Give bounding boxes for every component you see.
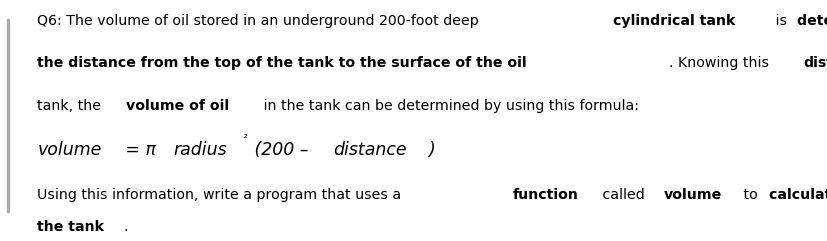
Text: ²: ² [243, 134, 247, 144]
Text: volume: volume [663, 188, 721, 202]
Text: distance: distance [332, 141, 406, 160]
Text: calculate the volume of oil in: calculate the volume of oil in [768, 188, 827, 202]
Text: function: function [512, 188, 578, 202]
Text: volume of oil: volume of oil [126, 99, 228, 113]
Text: Using this information, write a program that uses a: Using this information, write a program … [37, 188, 405, 202]
Text: . Knowing this: . Knowing this [668, 56, 772, 70]
Text: radius: radius [174, 141, 227, 160]
Text: determined by measuring: determined by measuring [796, 14, 827, 28]
Text: ): ) [428, 141, 434, 160]
Text: = π: = π [120, 141, 161, 160]
Text: the tank: the tank [37, 220, 104, 234]
Text: Q6: The volume of oil stored in an underground 200-foot deep: Q6: The volume of oil stored in an under… [37, 14, 483, 28]
Text: is: is [770, 14, 791, 28]
Text: .: . [123, 220, 128, 234]
Text: tank, the: tank, the [37, 99, 106, 113]
Bar [7, 19, 9, 212]
Text: volume: volume [37, 141, 102, 160]
Text: (200 –: (200 – [249, 141, 313, 160]
Text: distance: distance [803, 56, 827, 70]
Text: cylindrical tank: cylindrical tank [612, 14, 734, 28]
Text: the distance from the top of the tank to the surface of the oil: the distance from the top of the tank to… [37, 56, 526, 70]
Text: called: called [597, 188, 648, 202]
Text: in the tank can be determined by using this formula:: in the tank can be determined by using t… [258, 99, 638, 113]
Text: to: to [739, 188, 762, 202]
